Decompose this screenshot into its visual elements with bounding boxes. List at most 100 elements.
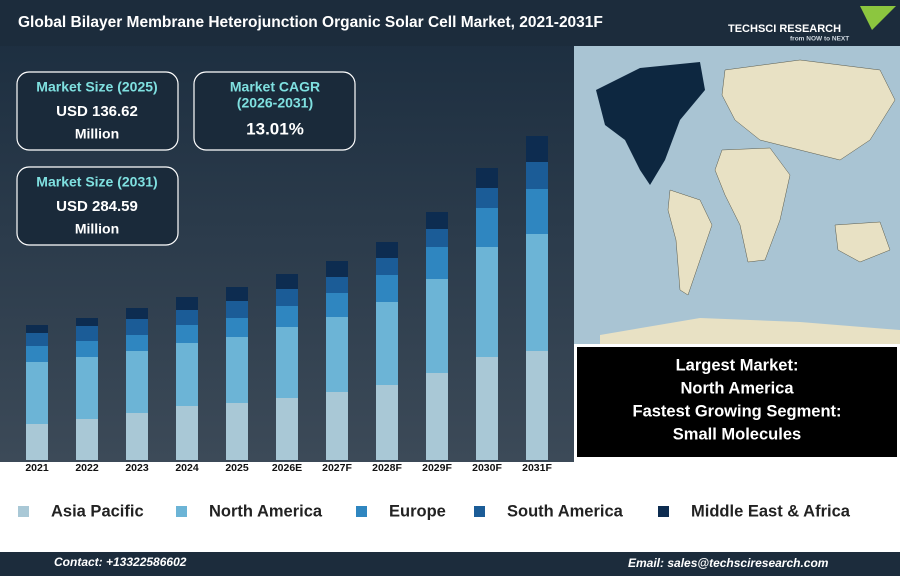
bar-segment — [226, 318, 248, 337]
footer-bar — [0, 552, 900, 576]
tagline: from NOW to NEXT — [790, 36, 849, 43]
bar-segment — [426, 229, 448, 247]
bar-segment — [276, 289, 298, 306]
legend-label: North America — [209, 502, 323, 520]
bar-segment — [526, 189, 548, 234]
bar-segment — [526, 136, 548, 162]
card — [193, 71, 356, 151]
bar-segment — [276, 398, 298, 460]
bar-segment — [276, 274, 298, 289]
bar-segment — [426, 279, 448, 373]
bar-segment — [476, 208, 498, 247]
bar-segment — [226, 403, 248, 460]
card-unit: Million — [75, 126, 119, 142]
title: Global Bilayer Membrane Heterojunction O… — [18, 14, 603, 31]
legend-label: Middle East & Africa — [691, 502, 851, 520]
bar-segment — [176, 406, 198, 460]
legend-swatch — [474, 506, 485, 517]
bar-segment — [326, 293, 348, 317]
bar-segment — [476, 168, 498, 188]
bar-segment — [276, 327, 298, 398]
logo: TECHSCI RESEARCH — [728, 23, 841, 35]
bar-segment — [326, 392, 348, 460]
bar-segment — [376, 385, 398, 460]
bar-segment — [226, 287, 248, 301]
x-tick-label: 2021 — [25, 462, 49, 474]
x-tick-label: 2029F — [422, 462, 452, 474]
card-label: Market Size (2025) — [36, 79, 157, 95]
x-tick-label: 2022 — [75, 462, 99, 474]
bar-segment — [26, 346, 48, 362]
bar-segment — [426, 373, 448, 460]
legend-swatch — [176, 506, 187, 517]
legend-label: South America — [507, 502, 624, 520]
bar-segment — [76, 419, 98, 460]
australia — [834, 221, 891, 263]
bar-segment — [476, 188, 498, 208]
card — [16, 71, 179, 151]
bar-segment — [526, 162, 548, 189]
bar-segment — [26, 333, 48, 346]
bar-segment — [176, 325, 198, 343]
bar-segment — [76, 341, 98, 357]
bar-segment — [326, 277, 348, 293]
bar-segment — [326, 317, 348, 392]
x-tick-label: 2030F — [472, 462, 502, 474]
card-value: USD 284.59 — [56, 198, 138, 215]
bar-segment — [376, 302, 398, 385]
bar-segment — [376, 258, 398, 275]
bar-segment — [176, 310, 198, 325]
bar-segment — [526, 351, 548, 460]
bar-segment — [476, 357, 498, 460]
card-unit: Million — [75, 221, 119, 237]
bar-segment — [226, 337, 248, 403]
bar-segment — [126, 335, 148, 351]
highlight: Small Molecules — [673, 425, 801, 443]
contact: Contact: +13322586602 — [54, 555, 187, 569]
legend-swatch — [658, 506, 669, 517]
x-tick-label: 2024 — [175, 462, 199, 474]
eurasia — [721, 59, 896, 161]
south-america — [667, 189, 713, 296]
bar-segment — [176, 343, 198, 406]
bar-segment — [126, 413, 148, 460]
bar-segment — [376, 242, 398, 258]
card — [16, 166, 179, 246]
bar-segment — [426, 212, 448, 229]
x-tick-label: 2026E — [272, 462, 302, 474]
bar-segment — [76, 357, 98, 419]
highlight: Largest Market: — [676, 356, 799, 374]
header-bar — [0, 0, 900, 46]
card-value: 13.01% — [246, 119, 304, 138]
logo-icon — [860, 6, 896, 30]
bar-segment — [76, 318, 98, 326]
highlights-box — [575, 345, 899, 459]
x-tick-label: 2031F — [522, 462, 552, 474]
card-period: (2026-2031) — [237, 95, 313, 111]
x-tick-label: 2027F — [322, 462, 352, 474]
legend-label: Asia Pacific — [51, 502, 144, 520]
card-label: Market Size (2031) — [36, 174, 157, 190]
legend-swatch — [18, 506, 29, 517]
bar-segment — [326, 261, 348, 277]
bar-segment — [26, 424, 48, 460]
bar-segment — [276, 306, 298, 327]
highlight: North America — [680, 379, 794, 397]
card-value: USD 136.62 — [56, 103, 138, 120]
antarctica — [600, 318, 900, 344]
legend-label: Europe — [389, 502, 446, 520]
x-tick-label: 2025 — [225, 462, 249, 474]
highlight: Fastest Growing Segment: — [632, 402, 841, 420]
bar-segment — [476, 247, 498, 357]
bar-segment — [226, 301, 248, 318]
bar-segment — [526, 234, 548, 351]
bar-segment — [126, 351, 148, 413]
africa — [714, 147, 791, 263]
x-tick-label: 2023 — [125, 462, 149, 474]
x-tick-label: 2028F — [372, 462, 402, 474]
bar-segment — [176, 297, 198, 310]
bar-segment — [26, 325, 48, 333]
bar-segment — [426, 247, 448, 279]
north-america — [596, 62, 705, 185]
